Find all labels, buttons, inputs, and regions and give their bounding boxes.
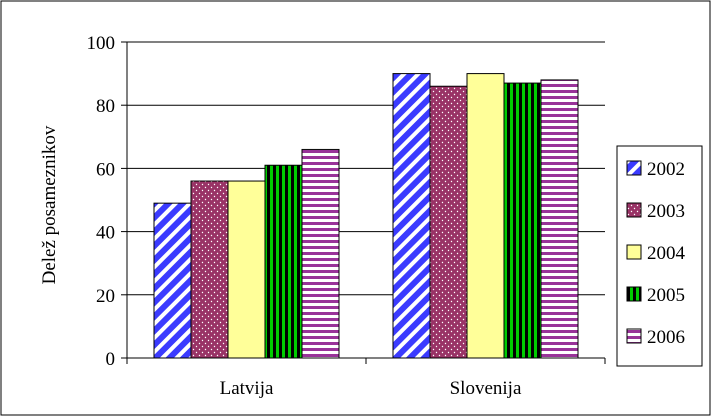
legend-swatch-2006 (626, 328, 642, 344)
bar-2002-latvija (153, 202, 192, 359)
bar-2005-slovenija (503, 82, 542, 359)
legend-label-2005: 2005 (647, 285, 685, 306)
bar-2003-latvija (190, 180, 229, 359)
x-tick-labels: Latvija Slovenija (220, 378, 522, 399)
axes (121, 41, 606, 364)
bar-2002-slovenija (392, 73, 431, 359)
legend-label-2004: 2004 (647, 243, 686, 264)
bars (153, 73, 579, 359)
bar-2006-latvija (301, 148, 340, 359)
x-tick-label: Slovenija (450, 378, 522, 399)
y-tick-label: 40 (96, 223, 115, 244)
legend-label-2002: 2002 (647, 159, 685, 180)
legend-label-2006: 2006 (647, 327, 685, 348)
y-tick-label: 20 (96, 286, 115, 307)
legend-swatch-2003 (626, 202, 642, 218)
bar-2004-slovenija (466, 73, 505, 359)
y-tick-label: 0 (106, 349, 116, 370)
legend: 2002 2003 2004 2005 2006 (616, 145, 703, 367)
y-axis-title: Delež posameznikov (39, 125, 60, 284)
y-tick-labels: 0 20 40 60 80 100 (87, 33, 116, 370)
y-tick-label: 60 (96, 159, 115, 180)
bar-2005-latvija (264, 164, 303, 359)
legend-swatch-2005 (626, 286, 642, 302)
y-tick-label: 80 (96, 96, 115, 117)
legend-label-2003: 2003 (647, 201, 685, 222)
legend-swatch-2004 (626, 244, 642, 260)
bar-2006-slovenija (540, 79, 579, 359)
bar-2004-latvija (227, 180, 266, 359)
x-tick-label: Latvija (220, 378, 274, 399)
legend-swatch-2002 (626, 160, 642, 176)
bar-2003-slovenija (429, 85, 468, 359)
y-tick-label: 100 (87, 33, 116, 54)
